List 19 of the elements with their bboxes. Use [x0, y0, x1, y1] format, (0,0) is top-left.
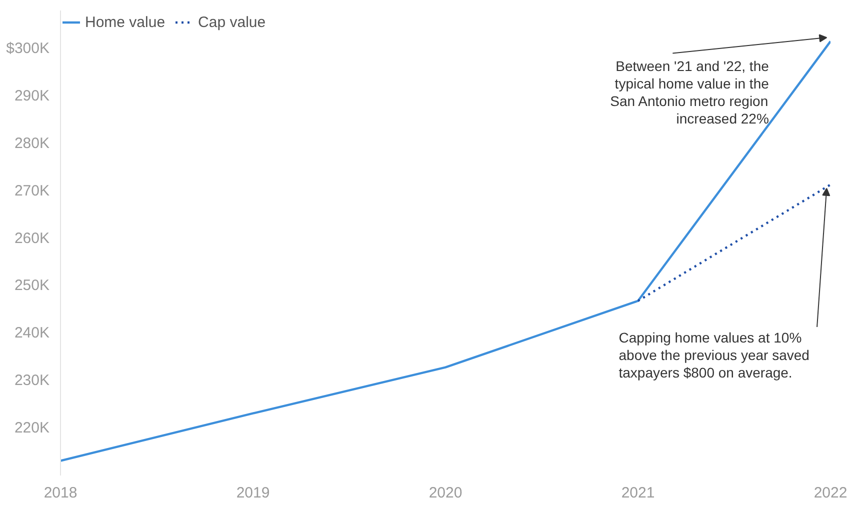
y-tick-label: $300K: [6, 40, 50, 57]
y-tick-label: 280K: [14, 134, 50, 152]
x-tick-label: 2021: [621, 484, 655, 502]
y-tick-label: 260K: [14, 230, 50, 247]
y-tick-label: 220K: [14, 420, 50, 437]
annotation: Between '21 and '22, the typical home value in the San Antonio metro region increased 22%: [610, 58, 770, 127]
annotation: Capping home values at 10% above the previous year saved taxpayers $800 on average.: [618, 329, 810, 381]
x-tick-label: 2018: [44, 484, 78, 502]
y-tick-label: 230K: [14, 372, 50, 390]
x-tick-label: 2022: [814, 484, 848, 502]
y-tick-label: 290K: [14, 87, 50, 104]
x-tick-label: 2020: [428, 484, 462, 502]
y-tick-label: 270K: [14, 182, 50, 200]
legend-label: Home value: [85, 14, 166, 30]
y-tick-label: 250K: [14, 277, 50, 294]
legend-label: Cap value: [198, 14, 266, 30]
line-series: [60, 40, 830, 462]
y-tick-label: 240K: [14, 324, 50, 342]
x-tick-label: 2019: [236, 484, 270, 502]
